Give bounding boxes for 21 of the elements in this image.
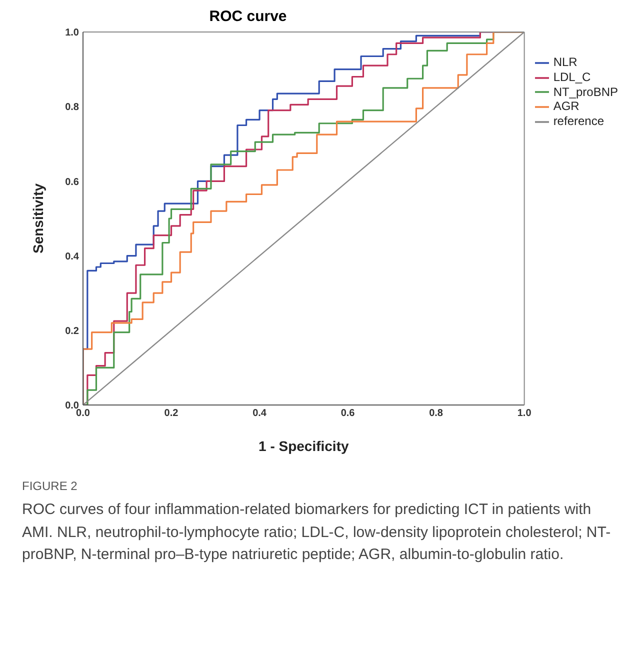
legend-label: LDL_C [553,70,591,84]
y-tick-label: 0.2 [65,326,80,337]
y-tick-label: 0.4 [65,251,80,262]
x-tick-label: 0.6 [340,408,356,420]
y-tick-label: 0.8 [65,102,80,114]
legend-label: NLR [553,55,578,69]
x-axis-title: 1 - Specificity [258,438,349,454]
x-tick-label: 1.0 [517,408,532,420]
x-tick-label: 0.0 [76,408,90,420]
x-tick-label: 0.4 [252,408,267,420]
y-tick-label: 1.0 [65,28,80,39]
legend-label: AGR [553,99,580,114]
text: ROC curves of four inflammation-related biomarkers for predicting ICT in patients with AMI. NLR, neutrophil-to-lymphocyte ratio; LDL-C, low-density lipoprotein cholesterol; NT-proBNP, N-terminal pro–B-type natriuretic peptide; AGR, albumin-to-globulin ratio. [22,500,612,565]
legend-label: reference [553,114,604,128]
legend-label: NT_proBNP [553,84,618,99]
caption: FIGURE 2 [22,479,78,493]
x-tick-label: 0.2 [164,408,179,420]
y-axis-title: Sensitivity [30,183,46,254]
y-tick-label: 0.6 [65,176,80,188]
x-tick-label: 0.8 [429,408,444,420]
chart-title: ROC curve [208,8,288,25]
